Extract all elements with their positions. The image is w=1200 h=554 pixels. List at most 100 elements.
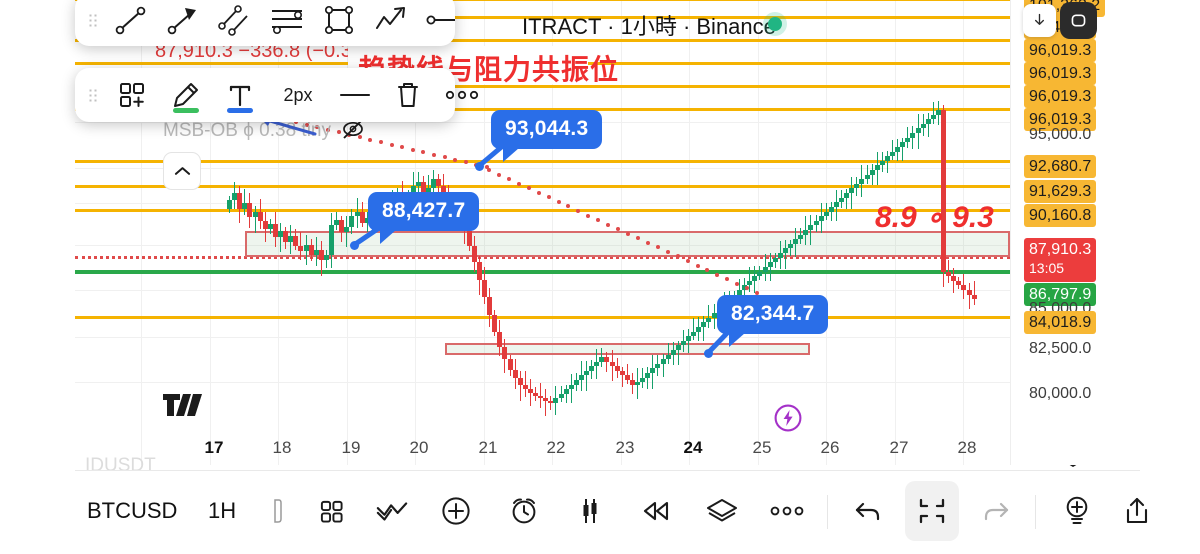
add-template-button[interactable] bbox=[105, 68, 159, 122]
price-level-line bbox=[75, 85, 1010, 88]
candlestick bbox=[517, 0, 523, 465]
candlestick bbox=[272, 0, 278, 465]
thickness-button[interactable]: 2px bbox=[267, 68, 329, 122]
date-axis[interactable]: 17181920212223242526272829 bbox=[75, 438, 1140, 468]
price-tag: 95,000.0 bbox=[1029, 126, 1092, 143]
interval-label: 1H bbox=[208, 498, 237, 523]
parallel-lines-tool[interactable] bbox=[209, 0, 261, 46]
callout-tail bbox=[729, 333, 745, 347]
candlestick bbox=[578, 0, 584, 465]
price-axis-divider bbox=[1010, 0, 1011, 465]
add-button[interactable] bbox=[435, 485, 477, 537]
candlestick bbox=[890, 0, 895, 465]
candlestick bbox=[670, 0, 676, 465]
redo-button[interactable] bbox=[975, 485, 1017, 537]
horizontal-rays-tool[interactable] bbox=[261, 0, 313, 46]
candlestick bbox=[650, 0, 656, 465]
candlestick bbox=[833, 0, 839, 465]
rewind-button[interactable] bbox=[635, 485, 677, 537]
candlestick bbox=[640, 0, 646, 465]
candlestick bbox=[492, 0, 498, 465]
alarm-icon bbox=[512, 498, 536, 524]
candlestick bbox=[961, 0, 967, 465]
candlestick bbox=[941, 0, 946, 465]
candlestick bbox=[614, 0, 620, 465]
toolbar-divider-2 bbox=[1035, 495, 1036, 529]
candlestick bbox=[303, 0, 309, 465]
callout-tail bbox=[503, 148, 519, 162]
date-tick: 23 bbox=[615, 438, 635, 457]
drag-grip-icon[interactable] bbox=[81, 0, 105, 46]
download-button[interactable] bbox=[1023, 4, 1056, 37]
candlestick bbox=[512, 0, 518, 465]
grid-layout-button[interactable] bbox=[311, 485, 351, 537]
rectangle-tool[interactable] bbox=[313, 0, 365, 46]
arrow-line-tool[interactable] bbox=[157, 0, 209, 46]
candlestick bbox=[956, 0, 962, 465]
trendline-dot bbox=[326, 127, 330, 132]
candlestick bbox=[242, 0, 248, 465]
bottom-toolbar[interactable]: BTCUSD 1H bbox=[75, 471, 1148, 554]
price-tag: 96,019.3 bbox=[1024, 108, 1097, 131]
price-callout[interactable]: 93,044.3 bbox=[491, 110, 603, 162]
candlestick bbox=[482, 0, 487, 465]
zigzag-arrow-icon bbox=[376, 7, 405, 29]
pencil-color-swatch[interactable] bbox=[173, 108, 199, 113]
share-button[interactable] bbox=[1115, 485, 1159, 537]
delete-button[interactable] bbox=[381, 68, 435, 122]
undo-button[interactable] bbox=[847, 485, 889, 537]
fit-screen-button[interactable] bbox=[905, 481, 959, 541]
candlestick bbox=[818, 0, 824, 465]
price-callout[interactable]: 88,427.7 bbox=[368, 192, 480, 244]
trendline-dot bbox=[546, 195, 551, 200]
download-arrow-icon bbox=[1034, 13, 1045, 26]
drawing-toolbar-top[interactable] bbox=[75, 0, 455, 46]
idea-add-button[interactable] bbox=[1055, 485, 1099, 537]
candlestick bbox=[966, 0, 972, 465]
trend-line-tool[interactable] bbox=[105, 0, 157, 46]
candlestick bbox=[645, 0, 651, 465]
more-options-button[interactable] bbox=[435, 68, 489, 122]
candlestick bbox=[859, 0, 865, 465]
alarm-button[interactable] bbox=[503, 485, 545, 537]
candlestick bbox=[864, 0, 870, 465]
bar-replay-button[interactable] bbox=[572, 485, 608, 537]
lightning-badge[interactable] bbox=[773, 403, 803, 438]
trendline-dot bbox=[665, 249, 670, 254]
candle-type-button[interactable] bbox=[260, 485, 294, 537]
price-callout[interactable]: 82,344.7 bbox=[717, 295, 829, 347]
layers-button[interactable] bbox=[700, 485, 744, 537]
collapse-pane-button[interactable] bbox=[163, 152, 201, 190]
interval-button[interactable]: 1H bbox=[208, 485, 236, 537]
indicators-button[interactable] bbox=[370, 485, 414, 537]
trendline-dot bbox=[421, 150, 426, 154]
rewind-icon bbox=[643, 501, 669, 521]
zigzag-arrow-tool[interactable] bbox=[365, 0, 417, 46]
symbol-button[interactable]: BTCUSD bbox=[87, 485, 177, 537]
drag-grip-icon[interactable] bbox=[81, 68, 105, 122]
pencil-button[interactable] bbox=[159, 68, 213, 122]
candlestick bbox=[946, 0, 952, 465]
date-tick: 28 bbox=[957, 438, 977, 457]
trendline-dot bbox=[715, 272, 720, 277]
horizontal-line-tool[interactable] bbox=[417, 0, 465, 46]
price-tag: 82,500.0 bbox=[1029, 340, 1092, 357]
candlestick bbox=[854, 0, 860, 465]
drawing-toolbar-bottom[interactable]: 2px bbox=[75, 68, 479, 122]
trendline-dot bbox=[410, 147, 415, 152]
candlestick bbox=[247, 0, 253, 465]
text-tool-button[interactable] bbox=[213, 68, 267, 122]
candlestick bbox=[308, 0, 314, 465]
more-button[interactable] bbox=[765, 485, 809, 537]
candlestick bbox=[895, 0, 901, 465]
candlestick bbox=[742, 0, 748, 465]
candlestick bbox=[609, 0, 615, 465]
price-axis[interactable]: 101,363.299,493.996,019.396,019.396,019.… bbox=[1010, 0, 1140, 465]
candlestick bbox=[558, 0, 564, 465]
eye-off-icon[interactable] bbox=[340, 116, 366, 147]
more-horizontal-icon bbox=[770, 506, 804, 516]
fullscreen-button[interactable] bbox=[1060, 2, 1097, 39]
text-tool-icon bbox=[229, 85, 251, 107]
line-style-button[interactable] bbox=[329, 68, 381, 122]
text-color-swatch[interactable] bbox=[227, 108, 253, 113]
